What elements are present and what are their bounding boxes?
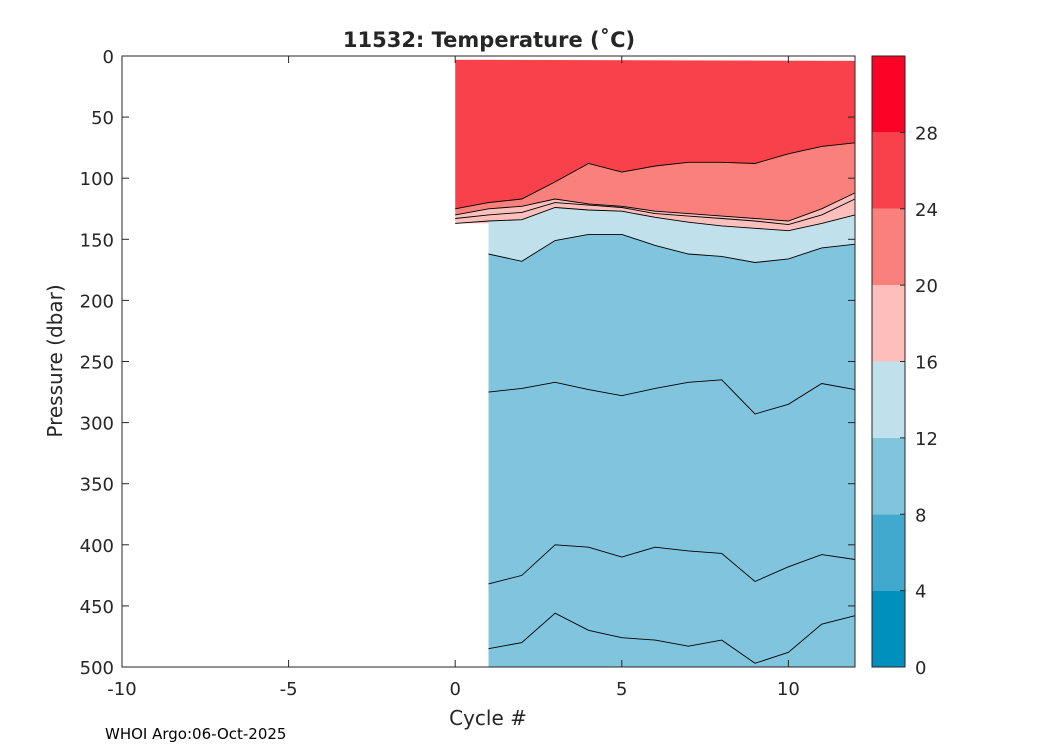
colorbar-tick-label: 20 — [915, 276, 938, 297]
x-tick-label: -5 — [280, 679, 298, 700]
contour-band-4 — [488, 234, 855, 414]
x-tick-label: -10 — [107, 679, 136, 700]
colorbar-segment-6 — [872, 132, 905, 209]
isotherm-12 — [488, 233, 856, 263]
isotherm-6 — [488, 612, 856, 664]
isotherm-7 — [488, 544, 856, 585]
x-tick-label: 5 — [616, 679, 627, 700]
x-tick-label: 10 — [777, 679, 800, 700]
y-tick-label: 250 — [80, 353, 114, 374]
colorbar-tick-label: 24 — [915, 200, 938, 221]
colorbar-tick-label: 28 — [915, 123, 938, 144]
y-tick-label: 400 — [80, 536, 114, 557]
x-tick-label: 0 — [449, 679, 460, 700]
colorbar: 0 4 8 12 16 20 24 28 — [871, 55, 938, 679]
y-axis: 0 50 100 150 200 250 300 350 400 450 500 — [80, 47, 855, 679]
y-tick-label: 50 — [91, 108, 114, 129]
colorbar-segment-3 — [872, 361, 905, 438]
colorbar-segment-2 — [872, 437, 905, 515]
isotherm-8 — [488, 379, 856, 415]
colorbar-tick-label: 8 — [915, 505, 926, 526]
x-axis-label: Cycle # — [449, 706, 527, 730]
colorbar-tick-label: 12 — [915, 429, 938, 450]
y-tick-label: 350 — [80, 475, 114, 496]
contour-band-3 — [488, 207, 855, 263]
y-tick-label: 300 — [80, 414, 114, 435]
colorbar-tick-label: 4 — [915, 582, 926, 603]
y-axis-label: Pressure (dbar) — [43, 284, 67, 437]
y-tick-label: 0 — [103, 47, 114, 68]
colorbar-segment-7 — [872, 56, 905, 133]
x-axis: -10 -5 0 5 10 — [107, 56, 800, 700]
colorbar-tick-label: 0 — [915, 658, 926, 679]
colorbar-segment-1 — [872, 514, 905, 591]
colorbar-tick-label: 16 — [915, 353, 938, 374]
y-tick-label: 150 — [80, 230, 114, 251]
colorbar-segment-5 — [872, 208, 905, 286]
isotherm-18 — [455, 198, 856, 226]
plot-area — [121, 55, 856, 668]
y-tick-label: 200 — [80, 291, 114, 312]
isotherm-20 — [455, 192, 856, 222]
colorbar-segment-4 — [872, 285, 905, 362]
footer-credit: WHOI Argo:06-Oct-2025 — [105, 725, 287, 743]
y-tick-label: 100 — [80, 169, 114, 190]
contour-band-0 — [455, 59, 855, 209]
contour-band-1 — [455, 142, 855, 221]
chart-title: 11532: Temperature (˚C) — [343, 28, 635, 52]
y-tick-label: 500 — [80, 658, 114, 679]
isotherm-24 — [455, 142, 856, 210]
y-tick-label: 450 — [80, 597, 114, 618]
colorbar-segment-0 — [872, 590, 905, 667]
contour-band-5 — [488, 379, 855, 667]
isotherm-16 — [455, 207, 856, 232]
